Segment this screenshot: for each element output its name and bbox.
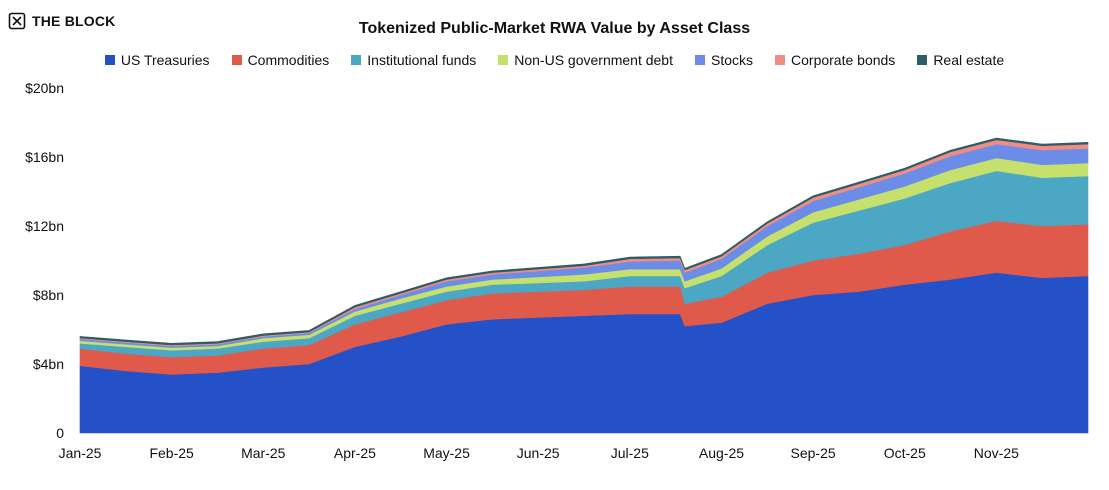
x-tick-label: Apr-25 xyxy=(334,445,376,461)
x-tick-label: Oct-25 xyxy=(884,445,926,461)
legend-item[interactable]: Non-US government debt xyxy=(498,52,673,68)
legend-label: Non-US government debt xyxy=(514,52,673,68)
legend-label: Real estate xyxy=(933,52,1005,68)
legend-item[interactable]: Institutional funds xyxy=(351,52,476,68)
x-tick-label: Jan-25 xyxy=(59,445,102,461)
brand-name: THE BLOCK xyxy=(32,13,116,29)
brand: THE BLOCK xyxy=(8,12,115,30)
legend-label: Commodities xyxy=(247,52,330,68)
legend-swatch xyxy=(917,55,928,65)
the-block-logo-icon xyxy=(8,12,26,30)
y-tick-label: $16bn xyxy=(25,149,64,165)
legend-swatch xyxy=(104,55,115,65)
legend-item[interactable]: Real estate xyxy=(917,52,1004,68)
legend-label: Corporate bonds xyxy=(791,52,896,68)
legend-item[interactable]: Corporate bonds xyxy=(775,52,895,68)
x-tick-label: Jul-25 xyxy=(611,445,649,461)
legend-swatch xyxy=(695,55,705,65)
legend-swatch xyxy=(351,55,362,65)
legend-item[interactable]: Commodities xyxy=(231,52,330,68)
legend-label: Institutional funds xyxy=(367,52,477,68)
x-tick-label: Aug-25 xyxy=(699,445,744,461)
legend-label: US Treasuries xyxy=(120,52,210,68)
legend-item[interactable]: US Treasuries xyxy=(104,52,210,68)
legend: US Treasuries Commodities Institutional fu… xyxy=(0,52,1109,68)
x-tick-label: May-25 xyxy=(423,445,470,461)
y-tick-label: $4bn xyxy=(33,356,64,372)
legend-swatch xyxy=(775,55,786,65)
legend-item[interactable]: Stocks xyxy=(695,52,753,68)
chart-title: Tokenized Public-Market RWA Value by Ass… xyxy=(358,20,751,37)
x-tick-label: Jun-25 xyxy=(517,445,560,461)
x-tick-label: Sep-25 xyxy=(791,445,836,461)
y-tick-label: 0 xyxy=(56,425,64,441)
legend-label: Stocks xyxy=(711,52,754,68)
area-series-real-estate xyxy=(79,137,1089,346)
x-tick-label: Feb-25 xyxy=(149,445,194,461)
legend-swatch xyxy=(498,55,509,65)
y-tick-label: $12bn xyxy=(25,218,64,234)
y-tick-label: $20bn xyxy=(25,80,64,96)
legend-swatch xyxy=(231,55,242,65)
y-tick-label: $8bn xyxy=(33,287,64,303)
x-tick-label: Nov-25 xyxy=(974,445,1019,461)
x-tick-label: Mar-25 xyxy=(241,445,286,461)
